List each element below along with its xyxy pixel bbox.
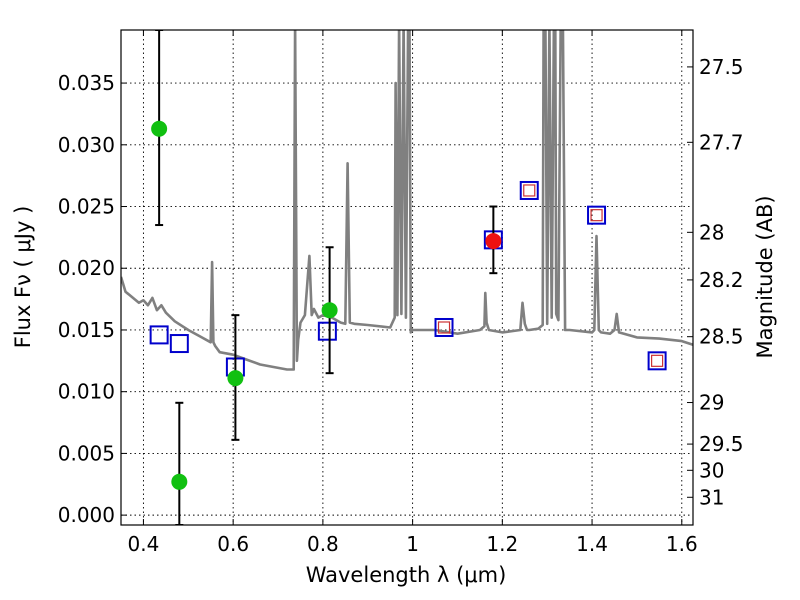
x-tick-label: 1.4: [576, 532, 608, 556]
observed-flux-point: [227, 370, 244, 387]
model-flux-square: [587, 205, 607, 225]
x-tick-label: 1.6: [666, 532, 698, 556]
model-flux-square: [149, 325, 169, 345]
plot-area: [121, 30, 693, 525]
y-tick-label: 0.030: [58, 133, 115, 157]
detection-square: [523, 184, 536, 197]
right-tick-label: 29: [699, 391, 724, 415]
model-flux-square: [169, 334, 189, 354]
y-tick-label: 0.005: [58, 441, 115, 465]
y-tick-label: 0.025: [58, 195, 115, 219]
detection-square: [590, 209, 603, 222]
right-tick-label: 30: [699, 458, 724, 482]
observed-flux-point: [321, 302, 338, 319]
right-tick-label: 28.2: [699, 268, 744, 292]
detection-square: [437, 321, 451, 334]
right-axis-label: Magnitude (AB): [753, 195, 777, 358]
detection-square: [651, 354, 664, 367]
right-tick-label: 29.5: [699, 432, 744, 456]
observed-flux-point: [151, 120, 168, 137]
x-axis-label: Wavelength λ (μm): [306, 563, 507, 587]
spectrum-line: [121, 30, 693, 371]
observed-flux-point: [171, 473, 188, 490]
model-flux-square: [317, 321, 337, 341]
red-flux-point: [485, 233, 502, 250]
y-tick-label: 0.000: [58, 503, 115, 527]
x-tick-label: 0.8: [307, 532, 339, 556]
y-tick-label: 0.010: [58, 380, 115, 404]
y-tick-label: 0.035: [58, 71, 115, 95]
right-tick-label: 31: [699, 485, 724, 509]
model-flux-square: [434, 317, 454, 337]
model-flux-square: [519, 180, 539, 200]
x-tick-label: 1: [406, 532, 419, 556]
x-tick-label: 0.6: [217, 532, 249, 556]
model-flux-square: [647, 351, 667, 371]
y-tick-label: 0.015: [58, 318, 115, 342]
y-axis-label: Flux Fν ( μJy ): [11, 206, 35, 349]
right-tick-label: 27.7: [699, 130, 744, 154]
gridlines: [121, 30, 693, 525]
x-tick-label: 1.2: [486, 532, 518, 556]
x-tick-label: 0.4: [128, 532, 160, 556]
axis-ticks: 0.4 0.6 0.8 1 1.2 1.4 1.6 0.000 0.005 0.010 0.015 0…: [58, 30, 744, 556]
y-tick-label: 0.020: [58, 256, 115, 280]
right-tick-label: 27.5: [699, 55, 744, 79]
plot-frame: [120, 29, 694, 526]
right-tick-label: 28.5: [699, 325, 744, 349]
right-tick-label: 28: [699, 220, 724, 244]
